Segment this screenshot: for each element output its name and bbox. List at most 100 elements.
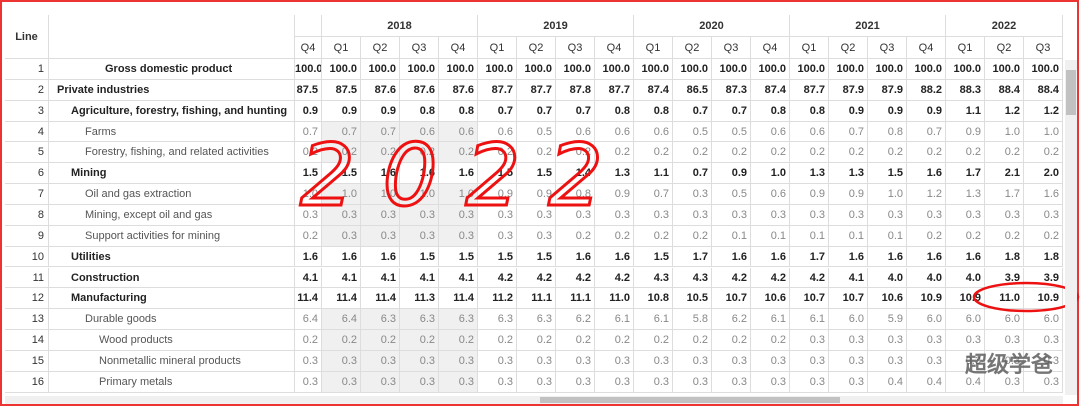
value-cell: 0.2 xyxy=(712,142,751,164)
value-cell: 10.6 xyxy=(868,288,907,310)
row-label: Primary metals xyxy=(49,371,295,393)
value-cell: 100.0 xyxy=(634,59,673,80)
value-cell: 0.6 xyxy=(790,121,829,143)
value-cell: 4.1 xyxy=(439,267,478,289)
value-cell: 100.0 xyxy=(295,59,322,80)
value-cell: 1.0 xyxy=(295,184,322,205)
value-cell: 0.3 xyxy=(556,371,595,393)
value-cell: 0.3 xyxy=(907,204,946,226)
value-cell: 0.3 xyxy=(361,350,400,372)
year-header: 2022 xyxy=(946,15,1063,37)
row-label: Support activities for mining xyxy=(49,225,295,247)
value-cell: 0.3 xyxy=(634,204,673,226)
value-cell: 1.5 xyxy=(478,163,517,185)
value-cell: 0.8 xyxy=(400,100,439,122)
year-header: 2019 xyxy=(478,15,634,37)
value-cell: 1.5 xyxy=(439,246,478,268)
value-cell: 1.6 xyxy=(829,246,868,268)
row-label: Nonmetallic mineral products xyxy=(49,350,295,372)
value-cell: 88.4 xyxy=(1024,79,1063,101)
value-cell: 1.6 xyxy=(712,246,751,268)
value-cell: 0.9 xyxy=(478,184,517,205)
row-label: Oil and gas extraction xyxy=(49,184,295,205)
value-cell: 0.2 xyxy=(673,225,712,247)
value-cell: 0.3 xyxy=(946,330,985,351)
value-cell: 1.6 xyxy=(595,246,634,268)
value-cell: 1.3 xyxy=(595,163,634,185)
value-cell: 0.9 xyxy=(322,100,361,122)
value-cell: 0.7 xyxy=(673,163,712,185)
value-cell: 0.3 xyxy=(439,371,478,393)
value-cell: 0.3 xyxy=(985,204,1024,226)
value-cell: 0.2 xyxy=(400,330,439,351)
value-cell: 0.3 xyxy=(361,371,400,393)
value-cell: 0.2 xyxy=(595,225,634,247)
value-cell: 1.3 xyxy=(829,163,868,185)
value-cell: 0.4 xyxy=(907,371,946,393)
value-cell: 0.3 xyxy=(1024,371,1063,393)
value-cell: 0.2 xyxy=(517,330,556,351)
h-scrollbar[interactable] xyxy=(5,396,1063,404)
value-cell: 0.2 xyxy=(322,330,361,351)
h-scroll-thumb[interactable] xyxy=(540,397,840,403)
value-cell: 10.5 xyxy=(673,288,712,310)
value-cell: 0.4 xyxy=(868,371,907,393)
value-cell: 0.3 xyxy=(1024,204,1063,226)
value-cell: 0.3 xyxy=(556,350,595,372)
value-cell: 6.3 xyxy=(400,309,439,331)
value-cell: 0.3 xyxy=(868,330,907,351)
quarter-header: Q1 xyxy=(478,37,517,59)
value-cell: 1.3 xyxy=(946,184,985,205)
value-cell: 4.2 xyxy=(478,267,517,289)
value-cell: 87.5 xyxy=(322,79,361,101)
value-cell: 86.5 xyxy=(673,79,712,101)
value-cell: 11.4 xyxy=(439,288,478,310)
value-cell: 0.3 xyxy=(829,371,868,393)
value-cell: 100.0 xyxy=(829,59,868,80)
line-number: 12 xyxy=(5,288,49,310)
value-cell: 4.2 xyxy=(556,267,595,289)
year-header xyxy=(295,15,322,37)
value-cell: 2.1 xyxy=(985,163,1024,185)
value-cell: 1.6 xyxy=(907,163,946,185)
value-cell: 88.4 xyxy=(985,79,1024,101)
row-label: Agriculture, forestry, fishing, and hunt… xyxy=(49,100,295,122)
value-cell: 0.7 xyxy=(907,121,946,143)
value-cell: 0.8 xyxy=(751,100,790,122)
value-cell: 1.3 xyxy=(790,163,829,185)
value-cell: 0.6 xyxy=(478,121,517,143)
value-cell: 0.3 xyxy=(400,204,439,226)
value-cell: 1.4 xyxy=(556,163,595,185)
value-cell: 0.3 xyxy=(829,330,868,351)
value-cell: 100.0 xyxy=(478,59,517,80)
value-cell: 11.2 xyxy=(478,288,517,310)
value-cell: 4.1 xyxy=(829,267,868,289)
value-cell: 0.2 xyxy=(556,330,595,351)
value-cell: 10.7 xyxy=(790,288,829,310)
value-cell: 0.7 xyxy=(517,100,556,122)
value-cell: 0.3 xyxy=(517,371,556,393)
value-cell: 1.7 xyxy=(790,246,829,268)
value-cell: 100.0 xyxy=(868,59,907,80)
value-cell: 100.0 xyxy=(985,59,1024,80)
value-cell: 1.0 xyxy=(1024,121,1063,143)
value-cell: 0.3 xyxy=(751,371,790,393)
value-cell: 1.0 xyxy=(361,184,400,205)
value-cell: 0.3 xyxy=(595,204,634,226)
value-cell: 1.6 xyxy=(400,163,439,185)
line-number: 16 xyxy=(5,371,49,393)
value-cell: 0.3 xyxy=(868,350,907,372)
value-cell: 0.2 xyxy=(946,225,985,247)
value-cell: 1.2 xyxy=(985,100,1024,122)
year-header: 2018 xyxy=(322,15,478,37)
value-cell: 1.5 xyxy=(295,163,322,185)
value-cell: 0.3 xyxy=(322,371,361,393)
line-number: 4 xyxy=(5,121,49,143)
value-cell: 88.3 xyxy=(946,79,985,101)
value-cell: 0.2 xyxy=(439,330,478,351)
value-cell: 0.7 xyxy=(556,100,595,122)
value-cell: 5.8 xyxy=(673,309,712,331)
v-scrollbar[interactable] xyxy=(1065,60,1077,395)
value-cell: 0.3 xyxy=(439,225,478,247)
v-scroll-thumb[interactable] xyxy=(1066,70,1076,115)
